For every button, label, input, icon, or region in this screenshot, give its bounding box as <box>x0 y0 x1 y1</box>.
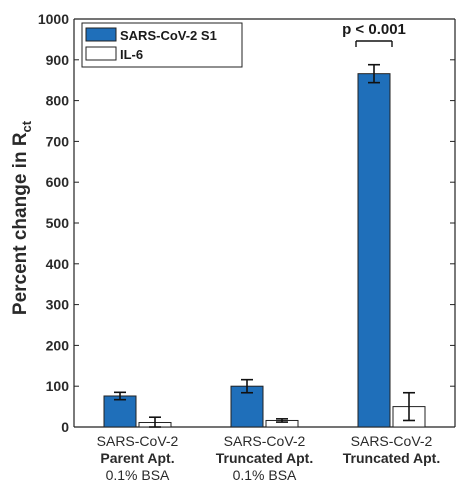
legend-swatch <box>85 27 117 42</box>
y-ticks: 0 100 200 300 400 500 600 700 800 900 1000 <box>38 11 455 435</box>
x-category-label: Truncated Apt. <box>343 450 441 466</box>
y-tick-label: 500 <box>46 215 70 231</box>
x-category-label: SARS-CoV-2 <box>97 433 179 449</box>
x-category-label: Truncated Apt. <box>216 450 314 466</box>
significance-label: p < 0.001 <box>342 21 406 38</box>
legend-label: SARS-CoV-2 S1 <box>120 28 217 43</box>
y-axis-label-main: Percent change in R <box>10 132 31 315</box>
x-category-label: Parent Apt. <box>100 450 174 466</box>
x-category-label: 0.1% BSA <box>106 467 170 483</box>
y-axis-label: Percent change in Rct <box>10 120 34 315</box>
legend-label: IL-6 <box>120 47 143 62</box>
y-tick-label: 700 <box>46 133 70 149</box>
annotations: p < 0.001 <box>342 21 406 47</box>
y-tick-label: 900 <box>46 52 70 68</box>
y-tick-label: 400 <box>46 256 70 272</box>
y-tick-label: 800 <box>46 93 70 109</box>
error-bars <box>114 63 415 428</box>
bars <box>103 73 426 428</box>
bar <box>103 395 137 428</box>
legend: SARS-CoV-2 S1 IL-6 <box>81 22 243 68</box>
y-tick-label: 100 <box>46 378 70 394</box>
legend-swatch <box>85 46 117 61</box>
x-category-label: 0.1% BSA <box>233 467 297 483</box>
y-axis-label-subscript: ct <box>19 120 34 132</box>
y-tick-label: 0 <box>61 419 69 435</box>
y-tick-label: 600 <box>46 174 70 190</box>
y-tick-label: 300 <box>46 297 70 313</box>
y-tick-label: 200 <box>46 337 70 353</box>
x-category-label: SARS-CoV-2 <box>351 433 433 449</box>
y-tick-label: 1000 <box>38 11 69 27</box>
bar <box>357 73 391 428</box>
x-category-label: SARS-CoV-2 <box>224 433 306 449</box>
axes <box>73 18 456 428</box>
